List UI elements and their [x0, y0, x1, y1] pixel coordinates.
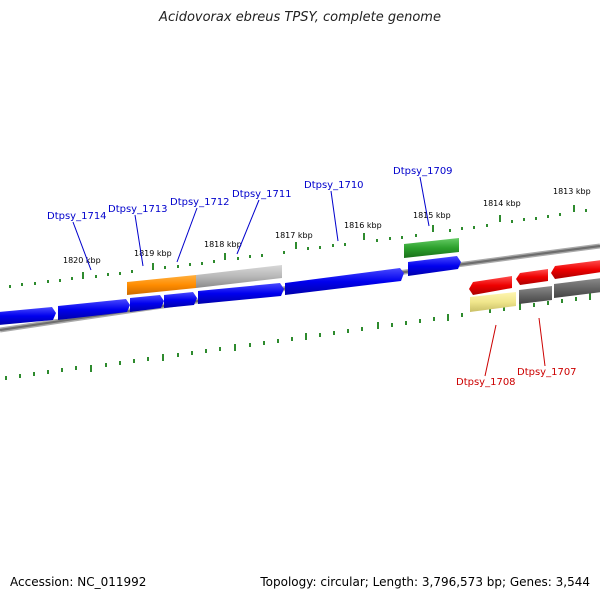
- gene-arrow: [130, 295, 164, 312]
- inner-scale-ticks: [5, 293, 591, 380]
- gene-arrow: [285, 268, 404, 295]
- gene-label: Dtpsy_1713: [108, 204, 168, 215]
- gene-box: [519, 286, 552, 304]
- scale-label: 1818 kbp: [204, 240, 242, 249]
- gene-label: Dtpsy_1710: [304, 180, 364, 191]
- gene-label: Dtpsy_1714: [47, 211, 107, 222]
- gene-box: [127, 275, 196, 295]
- gene-box: [404, 238, 459, 258]
- forward-outer-gene-track: [127, 238, 459, 295]
- gene-arrow: [551, 260, 600, 279]
- gene-label: Dtpsy_1709: [393, 166, 453, 177]
- gene-box: [554, 278, 600, 298]
- gene-label: Dtpsy_1711: [232, 189, 292, 200]
- gene-arrow: [0, 307, 56, 325]
- gene-arrow: [408, 256, 461, 276]
- page-title: Acidovorax ebreus TPSY, complete genome: [159, 10, 441, 25]
- gene-label: Dtpsy_1708: [456, 377, 516, 388]
- gene-label: Dtpsy_1707: [517, 367, 577, 378]
- gene-box: [196, 265, 282, 288]
- scale-label: 1813 kbp: [553, 187, 591, 196]
- gene-label: Dtpsy_1712: [170, 197, 230, 208]
- gene-arrow: [516, 269, 548, 285]
- scale-label: 1820 kbp: [63, 256, 101, 265]
- gene-arrow: [469, 276, 512, 295]
- gene-box: [470, 292, 516, 312]
- reverse-gene-track: [469, 260, 600, 312]
- gene-arrow: [198, 283, 284, 304]
- gene-arrow: [164, 292, 197, 308]
- gene-arrow: [58, 299, 130, 320]
- scale-label: 1819 kbp: [134, 249, 172, 258]
- forward-gene-track: [0, 256, 461, 325]
- outer-scale-ticks: [9, 205, 587, 288]
- scale-label: 1817 kbp: [275, 231, 313, 240]
- genome-stats-text: Topology: circular; Length: 3,796,573 bp…: [260, 575, 590, 589]
- scale-label: 1815 kbp: [413, 211, 451, 220]
- accession-text: Accession: NC_011992: [10, 575, 147, 589]
- scale-label: 1814 kbp: [483, 199, 521, 208]
- scale-label: 1816 kbp: [344, 221, 382, 230]
